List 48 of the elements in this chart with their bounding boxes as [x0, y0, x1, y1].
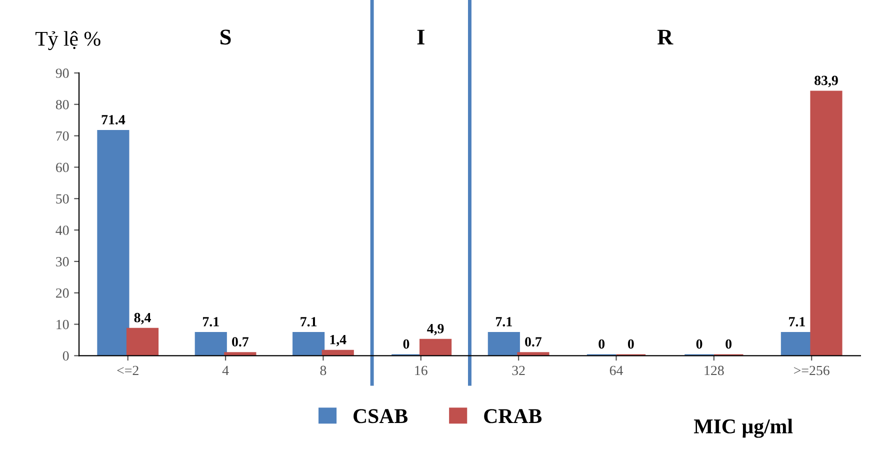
- x-tick-label: <=2: [117, 366, 138, 376]
- data-label: 7.1: [789, 317, 805, 326]
- data-label: 0: [726, 339, 732, 349]
- x-tick-label: 8: [320, 366, 326, 376]
- bar: [420, 338, 452, 356]
- text: R: [657, 30, 674, 44]
- data-label: 7.1: [300, 317, 317, 326]
- data-label: 0.7: [525, 337, 542, 347]
- y-tick-label: 10: [56, 320, 69, 330]
- x-tick-label: 128: [704, 366, 724, 376]
- y-tick-label: 70: [56, 131, 69, 141]
- y-tick-label: 60: [56, 162, 69, 172]
- data-label: 7.1: [496, 317, 512, 326]
- data-label: 0: [696, 339, 702, 349]
- x-tick-label: 32: [512, 366, 525, 376]
- legend-label: CRAB: [484, 409, 542, 424]
- bar: [97, 130, 130, 356]
- data-label: 0: [403, 339, 410, 349]
- bar: [194, 332, 227, 356]
- bar: [810, 90, 842, 356]
- bar: [488, 332, 520, 356]
- data-label: 7.1: [203, 317, 219, 326]
- text: S: [220, 30, 231, 45]
- data-label: 0: [628, 339, 634, 349]
- data-label: 0: [598, 339, 605, 349]
- y-tick-label: 30: [56, 257, 69, 266]
- bar: [126, 328, 159, 356]
- x-tick-label: 4: [222, 366, 229, 376]
- y-tick-label: 20: [56, 288, 69, 298]
- x-tick-label: >=256: [794, 366, 830, 376]
- y-axis-title: Tỷ lệ %: [36, 31, 100, 50]
- data-label: 4,9: [427, 324, 444, 336]
- data-label: 0.7: [232, 337, 249, 347]
- x-tick-label: 64: [610, 366, 623, 376]
- data-label: 1,4: [330, 334, 346, 346]
- y-tick-label: 80: [56, 100, 69, 110]
- y-tick-label: 90: [56, 68, 69, 78]
- bar: [292, 332, 325, 356]
- x-tick-label: 16: [415, 366, 428, 376]
- y-tick-label: 0: [62, 351, 69, 361]
- data-label: 71.4: [102, 115, 126, 124]
- x-axis-title: MIC µg/ml: [694, 418, 793, 438]
- data-label: 83,9: [814, 76, 838, 88]
- text: I: [417, 30, 424, 44]
- legend-label: CSAB: [354, 409, 408, 424]
- data-label: 8,4: [134, 312, 151, 324]
- y-tick-label: 50: [56, 194, 69, 204]
- y-tick-label: 40: [56, 226, 69, 235]
